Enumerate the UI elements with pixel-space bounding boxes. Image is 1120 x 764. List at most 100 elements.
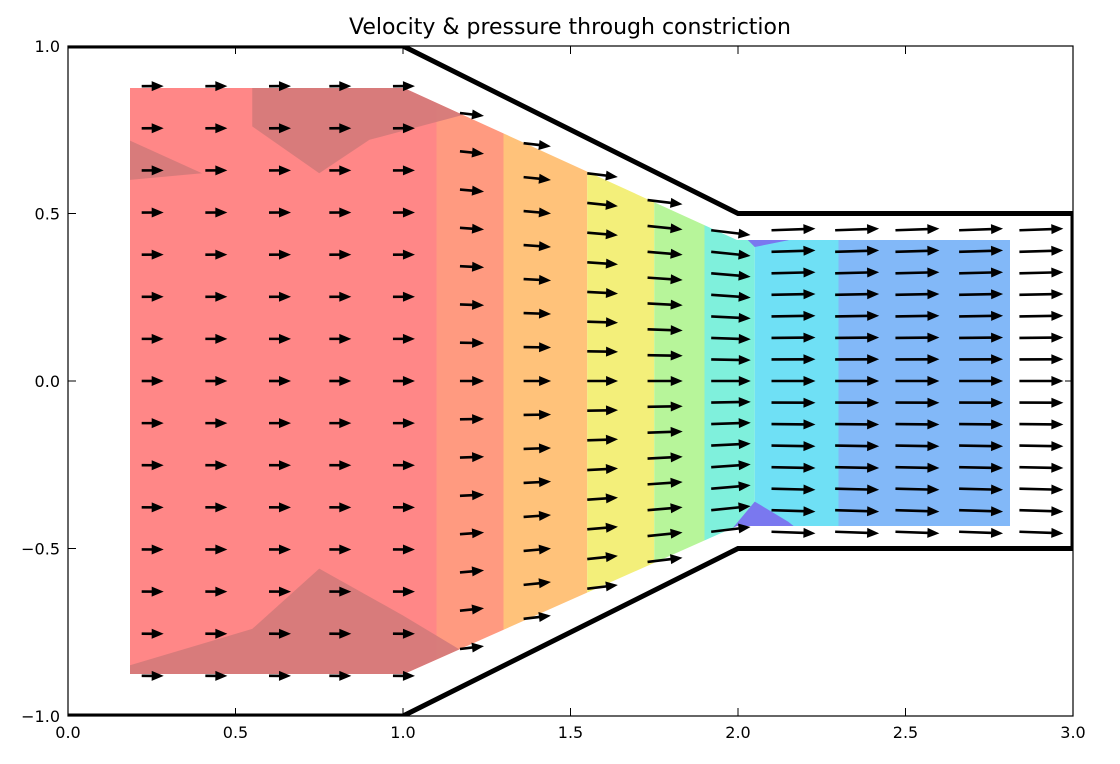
arrow-head xyxy=(670,299,683,310)
arrow-head xyxy=(991,376,1004,386)
velocity-arrow xyxy=(392,333,415,344)
velocity-arrow xyxy=(459,414,485,425)
arrow-head xyxy=(538,308,552,319)
arrow-shaft xyxy=(959,465,997,470)
velocity-arrow xyxy=(329,249,352,260)
velocity-arrow xyxy=(895,462,940,473)
velocity-arrow xyxy=(835,484,880,495)
velocity-arrow xyxy=(329,502,352,513)
arrow-head xyxy=(402,670,415,681)
velocity-arrow xyxy=(141,628,164,639)
velocity-arrow xyxy=(1019,310,1064,321)
velocity-arrow xyxy=(959,397,1004,408)
velocity-arrow xyxy=(523,140,551,150)
velocity-arrow xyxy=(835,441,880,452)
arrow-head xyxy=(278,249,291,260)
arrow-head xyxy=(990,224,1004,235)
arrow-shaft xyxy=(711,358,744,362)
arrow-head xyxy=(339,123,352,134)
x-tick-label: 0.0 xyxy=(55,723,80,742)
arrow-head xyxy=(538,544,551,555)
y-tick-label: −0.5 xyxy=(21,540,60,559)
arrow-head xyxy=(670,452,683,463)
velocity-arrow xyxy=(587,170,618,181)
velocity-arrow xyxy=(459,109,484,120)
velocity-arrow xyxy=(711,418,751,429)
arrow-head xyxy=(738,376,751,386)
arrow-head xyxy=(670,528,683,539)
arrow-head xyxy=(867,376,880,386)
velocity-arrow xyxy=(268,333,291,344)
arrow-shaft xyxy=(711,315,744,320)
velocity-arrow xyxy=(647,554,683,565)
arrow-head xyxy=(803,354,816,365)
arrow-head xyxy=(803,397,816,408)
arrow-head xyxy=(471,566,485,577)
arrow-head xyxy=(339,460,352,471)
arrow-head xyxy=(278,628,291,639)
arrow-head xyxy=(1051,310,1064,321)
arrow-head xyxy=(670,223,683,234)
velocity-arrow xyxy=(771,289,816,300)
arrow-shaft xyxy=(959,314,997,318)
velocity-arrow xyxy=(895,441,940,452)
arrow-head xyxy=(605,552,618,563)
arrow-head xyxy=(803,527,816,538)
velocity-arrow xyxy=(647,503,683,514)
velocity-arrow xyxy=(205,333,228,344)
arrow-head xyxy=(215,207,228,218)
velocity-arrow xyxy=(141,586,164,597)
arrow-shaft xyxy=(835,487,873,491)
velocity-arrow xyxy=(268,460,291,471)
velocity-arrow xyxy=(835,354,880,365)
arrow-head xyxy=(670,274,683,285)
velocity-arrow xyxy=(329,460,352,471)
arrow-head xyxy=(402,376,415,386)
velocity-arrow xyxy=(587,581,618,592)
arrow-shaft xyxy=(711,463,744,469)
arrow-head xyxy=(803,376,816,386)
bottom-wall xyxy=(68,546,1073,716)
arrow-head xyxy=(605,229,618,240)
velocity-arrow xyxy=(205,291,228,302)
velocity-arrow xyxy=(141,333,164,344)
arrow-head xyxy=(803,462,816,473)
velocity-arrow xyxy=(268,81,291,92)
velocity-arrow xyxy=(835,506,880,517)
arrow-shaft xyxy=(895,487,933,491)
arrow-head xyxy=(991,310,1004,321)
arrow-head xyxy=(867,289,880,300)
velocity-arrow xyxy=(205,586,228,597)
velocity-arrow xyxy=(959,506,1004,517)
velocity-arrow xyxy=(959,354,1004,365)
arrow-shaft xyxy=(895,227,933,232)
arrow-head xyxy=(538,612,551,622)
velocity-arrow xyxy=(647,350,683,361)
velocity-arrow xyxy=(329,376,352,386)
velocity-arrow xyxy=(771,332,816,343)
arrow-head xyxy=(990,267,1004,278)
velocity-arrow xyxy=(268,165,291,176)
velocity-arrow xyxy=(835,224,880,235)
velocity-arrow xyxy=(205,81,228,92)
arrow-head xyxy=(472,337,485,348)
arrow-shaft xyxy=(771,271,809,275)
arrow-head xyxy=(215,81,228,92)
arrow-head xyxy=(1051,267,1064,278)
arrow-head xyxy=(339,376,352,386)
arrow-head xyxy=(278,123,291,134)
velocity-arrow xyxy=(647,477,683,488)
velocity-arrow xyxy=(1019,289,1064,300)
velocity-arrow xyxy=(771,397,816,408)
velocity-arrow xyxy=(329,123,352,134)
arrow-head xyxy=(402,165,415,176)
velocity-arrow xyxy=(523,207,551,218)
arrow-shaft xyxy=(835,444,873,448)
arrow-head xyxy=(402,81,415,92)
arrow-head xyxy=(605,405,619,416)
arrow-head xyxy=(539,376,552,386)
arrow-head xyxy=(538,477,552,488)
arrow-head xyxy=(1051,441,1064,452)
arrow-head xyxy=(927,376,940,386)
velocity-arrow xyxy=(329,333,352,344)
